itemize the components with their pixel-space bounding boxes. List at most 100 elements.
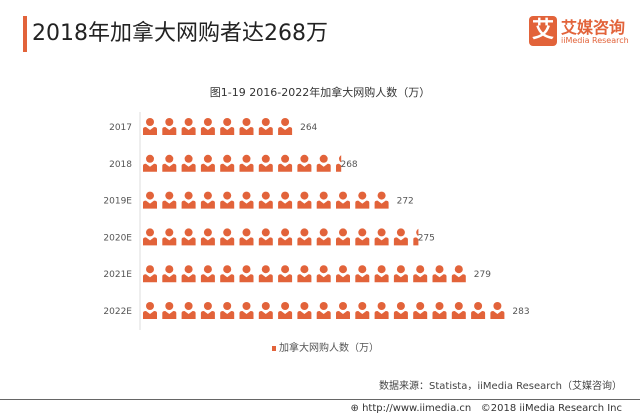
person-icon [413,302,428,319]
person-icon [336,155,342,172]
person-icon [278,154,293,172]
person-icon [297,265,312,283]
person-icon [181,118,196,135]
person-icon [143,302,157,319]
y-tick-label: 2017 [109,123,132,133]
y-tick-label: 2022E [103,307,132,317]
y-tick-label: 2019E [103,197,132,207]
person-icon [220,118,235,135]
person-icon [220,154,235,172]
person-icon [162,228,177,246]
person-icon [490,302,505,319]
person-icon [316,228,331,246]
person-icon [162,191,177,209]
person-icon [143,228,157,246]
person-icon [413,265,428,283]
person-icon [200,265,215,283]
logo-subtext: iiMedia Research [561,36,629,45]
copyright: ©2018 iiMedia Research Inc [480,403,622,414]
y-tick-label: 2021E [103,270,132,280]
globe-icon: ⊕ [350,403,363,414]
person-icon [316,154,331,172]
person-icon [471,302,486,319]
person-icon [355,228,370,246]
logo-icon: 艾 [529,16,557,46]
footer-url[interactable]: http://www.iimedia.cn [362,403,472,414]
y-tick-label: 2020E [103,233,132,243]
data-label: 275 [418,233,435,243]
divider [0,399,640,400]
page-title: 2018年加拿大网购者达268万 [32,21,328,46]
footer: ⊕ http://www.iimedia.cn ©2018 iiMedia Re… [351,403,623,414]
person-icon [200,302,215,319]
person-icon [239,154,254,172]
person-icon [162,302,177,319]
person-icon [316,265,331,283]
person-icon [374,191,389,209]
person-icon [181,191,196,209]
person-icon [258,118,273,135]
person-icon [278,118,293,135]
person-icon [278,302,293,319]
person-icon [258,154,273,172]
person-icon [239,191,254,209]
person-icon [355,302,370,319]
person-icon [355,265,370,283]
person-icon [393,228,408,246]
person-icon [239,265,254,283]
person-icon [143,118,157,135]
data-label: 264 [300,123,317,133]
person-icon [278,265,293,283]
person-icon [181,302,196,319]
person-icon [297,154,312,172]
legend-person-icon [272,346,276,351]
person-icon [143,265,157,283]
person-icon [181,154,196,172]
person-icon [374,265,389,283]
person-icon [258,265,273,283]
person-icon [220,228,235,246]
person-icon [432,302,447,319]
person-icon [162,118,177,135]
person-icon [413,228,419,246]
chart-title: 图1-19 2016-2022年加拿大网购人数（万） [209,86,431,99]
legend: 加拿大网购人数（万） [272,339,379,354]
person-icon [143,191,157,209]
person-icon [393,265,408,283]
person-icon [200,191,215,209]
person-icon [162,265,177,283]
person-icon [239,302,254,319]
legend-label: 加拿大网购人数（万） [279,343,379,354]
person-icon [200,154,215,172]
person-icon [336,191,350,209]
person-icon [432,265,447,283]
person-icon [297,191,312,209]
title-accent-bar [23,16,27,52]
person-icon [278,228,293,246]
person-icon [143,154,157,172]
person-icon [181,265,196,283]
person-icon [220,265,235,283]
person-icon [220,302,235,319]
person-icon [374,228,389,246]
data-label: 283 [512,307,529,317]
logo-text: 艾媒咨询 [561,18,626,37]
person-icon [258,228,273,246]
data-label: 268 [340,160,357,170]
person-icon [297,302,312,319]
person-icon [278,191,293,209]
person-icon [316,302,331,319]
person-icon [336,228,350,246]
person-icon [374,302,389,319]
person-icon [200,118,215,135]
data-label: 272 [397,197,414,207]
data-label: 279 [474,270,491,280]
data-source: 数据来源：Statista，iiMedia Research（艾媒咨询） [379,381,622,392]
person-icon [200,228,215,246]
person-icon [355,191,370,209]
person-icon [393,302,408,319]
person-icon [451,302,466,319]
person-icon [258,191,273,209]
